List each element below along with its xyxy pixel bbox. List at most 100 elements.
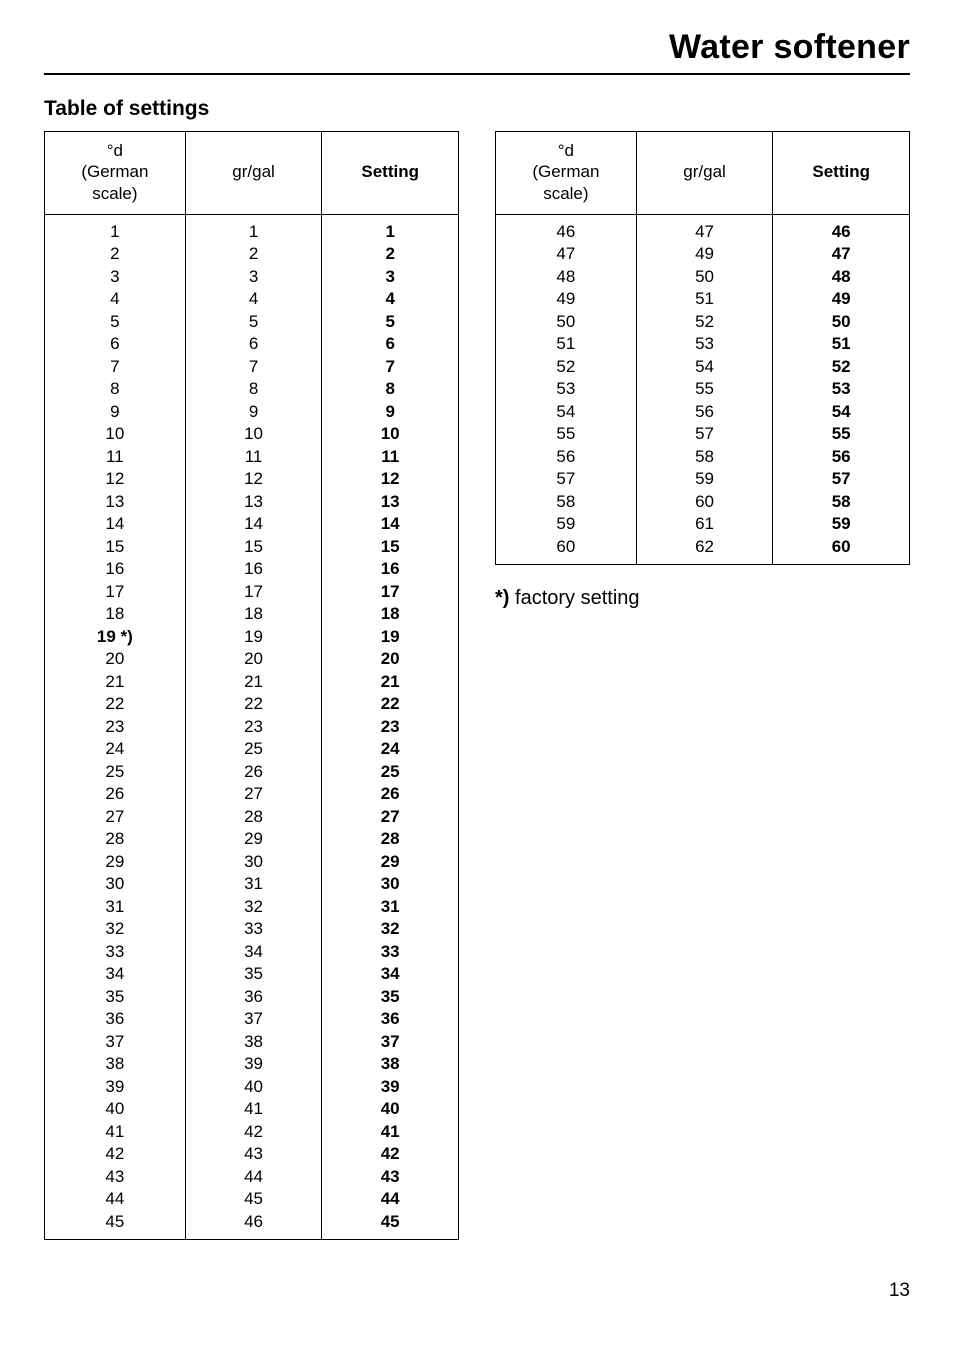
cell-setting: 19	[322, 626, 459, 649]
table-row: 343534	[45, 963, 459, 986]
cell-de: 1	[45, 214, 186, 243]
cell-setting: 58	[773, 491, 910, 514]
cell-de: 43	[45, 1166, 186, 1189]
table-row: 282928	[45, 828, 459, 851]
cell-de: 25	[45, 761, 186, 784]
table-row: 272827	[45, 806, 459, 829]
table-row: 575957	[496, 468, 910, 491]
table-row: 525452	[496, 356, 910, 379]
table-row: 202020	[45, 648, 459, 671]
table-row: 121212	[45, 468, 459, 491]
table-row: 101010	[45, 423, 459, 446]
cell-de: 52	[496, 356, 637, 379]
cell-grgal: 56	[636, 401, 773, 424]
cell-setting: 40	[322, 1098, 459, 1121]
cell-de: 17	[45, 581, 186, 604]
cell-de: 21	[45, 671, 186, 694]
cell-setting: 1	[322, 214, 459, 243]
cell-grgal: 32	[185, 896, 322, 919]
cell-de: 39	[45, 1076, 186, 1099]
cell-grgal: 57	[636, 423, 773, 446]
cell-grgal: 20	[185, 648, 322, 671]
cell-grgal: 23	[185, 716, 322, 739]
cell-setting: 41	[322, 1121, 459, 1144]
cell-setting: 56	[773, 446, 910, 469]
cell-de: 32	[45, 918, 186, 941]
table-row: 888	[45, 378, 459, 401]
cell-de: 23	[45, 716, 186, 739]
cell-grgal: 42	[185, 1121, 322, 1144]
cell-grgal: 52	[636, 311, 773, 334]
cell-de: 13	[45, 491, 186, 514]
cell-grgal: 6	[185, 333, 322, 356]
cell-de: 35	[45, 986, 186, 1009]
cell-grgal: 9	[185, 401, 322, 424]
col-header-grgal: gr/gal	[636, 132, 773, 215]
cell-de: 42	[45, 1143, 186, 1166]
table-row: 181818	[45, 603, 459, 626]
title-rule	[44, 73, 910, 75]
cell-grgal: 8	[185, 378, 322, 401]
cell-de: 2	[45, 243, 186, 266]
cell-setting: 11	[322, 446, 459, 469]
table-row: 383938	[45, 1053, 459, 1076]
cell-de: 3	[45, 266, 186, 289]
col-header-setting: Setting	[322, 132, 459, 215]
cell-setting: 47	[773, 243, 910, 266]
cell-grgal: 5	[185, 311, 322, 334]
cell-de: 28	[45, 828, 186, 851]
cell-setting: 27	[322, 806, 459, 829]
cell-grgal: 41	[185, 1098, 322, 1121]
table-row: 444544	[45, 1188, 459, 1211]
table-row: 141414	[45, 513, 459, 536]
table-row: 545654	[496, 401, 910, 424]
table-row: 19 *)1919	[45, 626, 459, 649]
table-row: 373837	[45, 1031, 459, 1054]
cell-de: 15	[45, 536, 186, 559]
settings-table-2: °d (German scale) gr/gal Setting 4647464…	[495, 131, 910, 565]
cell-grgal: 51	[636, 288, 773, 311]
cell-setting: 13	[322, 491, 459, 514]
table-row: 303130	[45, 873, 459, 896]
table-row: 333	[45, 266, 459, 289]
cell-setting: 25	[322, 761, 459, 784]
col-header-de: °d (German scale)	[496, 132, 637, 215]
page-number: 13	[44, 1280, 910, 1302]
table-row: 323332	[45, 918, 459, 941]
cell-grgal: 47	[636, 214, 773, 243]
cell-grgal: 15	[185, 536, 322, 559]
table-row: 252625	[45, 761, 459, 784]
cell-grgal: 19	[185, 626, 322, 649]
footnote-text: factory setting	[509, 587, 639, 609]
cell-grgal: 4	[185, 288, 322, 311]
cell-setting: 20	[322, 648, 459, 671]
cell-setting: 8	[322, 378, 459, 401]
cell-de: 12	[45, 468, 186, 491]
table-row: 999	[45, 401, 459, 424]
table-row: 242524	[45, 738, 459, 761]
footnote-star: *)	[495, 587, 509, 609]
cell-de: 22	[45, 693, 186, 716]
cell-de: 56	[496, 446, 637, 469]
cell-grgal: 44	[185, 1166, 322, 1189]
cell-grgal: 36	[185, 986, 322, 1009]
cell-grgal: 2	[185, 243, 322, 266]
cell-setting: 52	[773, 356, 910, 379]
cell-setting: 37	[322, 1031, 459, 1054]
table-row: 313231	[45, 896, 459, 919]
cell-setting: 21	[322, 671, 459, 694]
table-row: 515351	[496, 333, 910, 356]
cell-setting: 57	[773, 468, 910, 491]
table-row: 485048	[496, 266, 910, 289]
cell-setting: 54	[773, 401, 910, 424]
cell-grgal: 53	[636, 333, 773, 356]
cell-de: 38	[45, 1053, 186, 1076]
cell-de: 36	[45, 1008, 186, 1031]
cell-setting: 9	[322, 401, 459, 424]
cell-grgal: 12	[185, 468, 322, 491]
table-row: 565856	[496, 446, 910, 469]
cell-setting: 18	[322, 603, 459, 626]
table-row: 666	[45, 333, 459, 356]
col-header-de: °d (German scale)	[45, 132, 186, 215]
table-row: 495149	[496, 288, 910, 311]
